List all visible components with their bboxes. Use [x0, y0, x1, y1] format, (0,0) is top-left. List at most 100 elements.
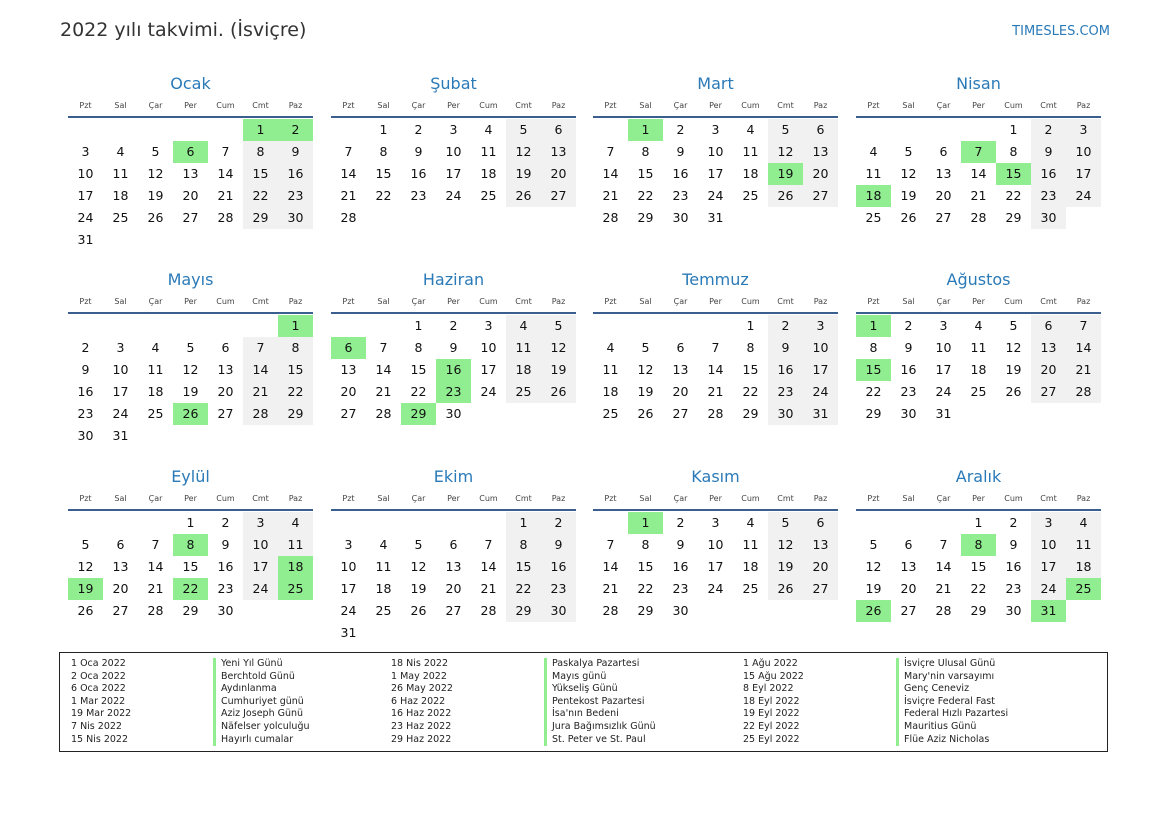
- day-cell: 16: [1005, 559, 1022, 574]
- day-cell: 30: [278, 207, 313, 229]
- day-cell: 3: [116, 340, 125, 355]
- day-cell: 16: [217, 559, 234, 574]
- day-cell: 23: [217, 581, 234, 596]
- month-calendar: Aralık Pzt Sal Çar Per Cum Cmt Paz 1 2 3 4 5 6 7 8 9 10 11…: [856, 465, 1101, 622]
- day-cell: 6: [904, 537, 913, 552]
- weekday-label: Sal: [639, 101, 652, 110]
- day-cell: 29: [243, 207, 278, 229]
- day-cell: 12: [768, 141, 803, 163]
- day-cell: 17: [340, 581, 357, 596]
- days-grid: 1 2 3 4 5 6 7 8 9 10 11 12 13 14 15 16 17 18 19 20 21 22 23 24 2…: [68, 511, 313, 622]
- day-cell: 16: [672, 166, 689, 181]
- day-cell: 7: [606, 144, 615, 159]
- holiday-day-cell: 1: [856, 315, 891, 337]
- legend-date: 2 Oca 2022: [71, 670, 126, 682]
- day-cell: 3: [81, 144, 90, 159]
- empty-cell: [331, 315, 366, 337]
- day-cell: 1: [506, 512, 541, 534]
- empty-cell: [401, 512, 436, 534]
- day-cell: 18: [147, 384, 164, 399]
- day-cell: 25: [480, 188, 497, 203]
- empty-cell: [366, 512, 401, 534]
- day-cell: 27: [217, 406, 234, 421]
- weekday-label: Paz: [551, 101, 566, 110]
- day-cell: 8: [1009, 144, 1018, 159]
- day-cell: 20: [803, 556, 838, 578]
- day-cell: 20: [672, 384, 689, 399]
- holiday-day-cell: 29: [401, 403, 436, 425]
- day-cell: 22: [243, 185, 278, 207]
- day-cell: 12: [1005, 340, 1022, 355]
- day-cell: 14: [147, 559, 164, 574]
- day-cell: 1: [379, 122, 388, 137]
- day-cell: 20: [803, 163, 838, 185]
- legend-date: 23 Haz 2022: [391, 720, 452, 732]
- day-cell: 20: [1031, 359, 1066, 381]
- day-cell: 8: [414, 340, 423, 355]
- legend-date: 22 Eyl 2022: [743, 720, 800, 732]
- day-cell: 15: [742, 362, 759, 377]
- day-cell: 6: [676, 340, 685, 355]
- day-cell: 2: [1009, 515, 1018, 530]
- holiday-day-cell: 23: [436, 381, 471, 403]
- month-calendar: Ağustos Pzt Sal Çar Per Cum Cmt Paz 1 2 3 4 5 6 7 8 9 10 1…: [856, 268, 1101, 425]
- day-cell: 26: [506, 185, 541, 207]
- day-cell: 10: [935, 340, 952, 355]
- day-cell: 28: [340, 210, 357, 225]
- day-cell: 17: [803, 359, 838, 381]
- day-cell: 4: [278, 512, 313, 534]
- weekday-label: Çar: [673, 297, 688, 306]
- day-cell: 5: [904, 144, 913, 159]
- day-cell: 30: [672, 603, 689, 618]
- day-cell: 23: [541, 578, 576, 600]
- day-cell: 7: [151, 537, 160, 552]
- day-cell: 29: [278, 403, 313, 425]
- day-cell: 28: [602, 210, 619, 225]
- holiday-day-cell: 1: [243, 119, 278, 141]
- day-cell: 14: [970, 166, 987, 181]
- legend-date: 15 Ağu 2022: [743, 670, 804, 682]
- day-cell: 29: [1005, 210, 1022, 225]
- legend-holiday-name: Mary'nin varsayımı: [896, 670, 1008, 684]
- day-cell: 14: [707, 362, 724, 377]
- weekday-label: Cmt: [1040, 101, 1057, 110]
- day-cell: 8: [506, 534, 541, 556]
- day-cell: 20: [217, 384, 234, 399]
- day-cell: 5: [414, 537, 423, 552]
- day-cell: 9: [221, 537, 230, 552]
- day-cell: 16: [1031, 163, 1066, 185]
- day-cell: 18: [742, 166, 759, 181]
- day-cell: 9: [904, 340, 913, 355]
- empty-cell: [103, 512, 138, 534]
- day-cell: 10: [445, 144, 462, 159]
- site-link[interactable]: TIMESLES.COM: [1012, 24, 1110, 39]
- day-cell: 24: [1031, 578, 1066, 600]
- day-cell: 11: [112, 166, 129, 181]
- day-cell: 23: [77, 406, 94, 421]
- day-cell: 14: [480, 559, 497, 574]
- weekday-label: Pzt: [79, 494, 92, 503]
- legend-holiday-name: İsviçre Federal Fast: [896, 695, 1008, 709]
- day-cell: 4: [506, 315, 541, 337]
- day-cell: 8: [379, 144, 388, 159]
- weekday-label: Per: [972, 101, 985, 110]
- day-cell: 19: [1005, 362, 1022, 377]
- day-cell: 12: [77, 559, 94, 574]
- legend-date: 15 Nis 2022: [71, 733, 128, 745]
- day-cell: 14: [243, 359, 278, 381]
- day-cell: 8: [243, 141, 278, 163]
- weekday-label: Çar: [936, 297, 951, 306]
- legend-holiday-name: Yükseliş Günü: [544, 683, 656, 696]
- empty-cell: [366, 315, 401, 337]
- day-cell: 9: [414, 144, 423, 159]
- day-cell: 7: [939, 537, 948, 552]
- weekday-label: Paz: [288, 101, 303, 110]
- day-cell: 16: [541, 556, 576, 578]
- day-cell: 4: [746, 515, 755, 530]
- weekday-label: Cmt: [777, 494, 794, 503]
- day-cell: 5: [506, 119, 541, 141]
- weekday-label: Per: [184, 494, 197, 503]
- weekday-label: Sal: [114, 494, 127, 503]
- days-grid: 1 2 3 4 5 6 7 8 9 10 11 12 13 14 15 16 17 18 19 20 21 22 23 24 2…: [593, 118, 838, 229]
- day-cell: 11: [506, 337, 541, 359]
